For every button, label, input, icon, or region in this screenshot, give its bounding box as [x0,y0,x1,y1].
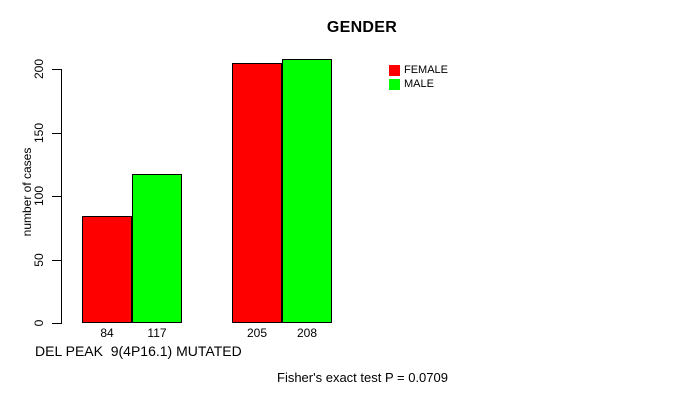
bar-female-group1 [82,216,132,323]
y-axis-tick [52,69,61,70]
y-axis-tick [52,323,61,324]
x-axis-label: DEL PEAK 9(4P16.1) MUTATED [35,343,242,359]
y-tick-label: 100 [32,185,46,207]
bar-value-label: 84 [100,326,114,340]
bar-value-label: 117 [147,326,167,340]
bar-female-group2 [232,63,282,323]
footnote-fishers-test: Fisher's exact test P = 0.0709 [277,370,448,385]
legend-item-female: FEMALE [389,65,448,76]
bar-value-label: 208 [296,326,318,340]
y-axis-tick [52,196,61,197]
legend-item-male: MALE [389,79,448,90]
bar-male-group2 [282,59,332,323]
legend-color-swatch [389,65,400,76]
y-axis-tick [52,260,61,261]
y-tick-label: 50 [32,253,46,267]
legend: FEMALE MALE [389,65,448,90]
y-tick-label: 0 [32,319,46,327]
y-axis-label: number of cases [20,147,34,237]
y-tick-label: 200 [32,58,46,80]
bar-male-group1 [132,174,182,323]
legend-label: FEMALE [404,64,449,76]
y-axis-tick [52,133,61,134]
legend-label: MALE [404,78,434,90]
y-axis-line [61,69,62,324]
legend-color-swatch [389,79,400,90]
chart-title: GENDER [326,19,398,36]
y-tick-label: 150 [32,122,46,144]
bar-value-label: 205 [246,326,268,340]
